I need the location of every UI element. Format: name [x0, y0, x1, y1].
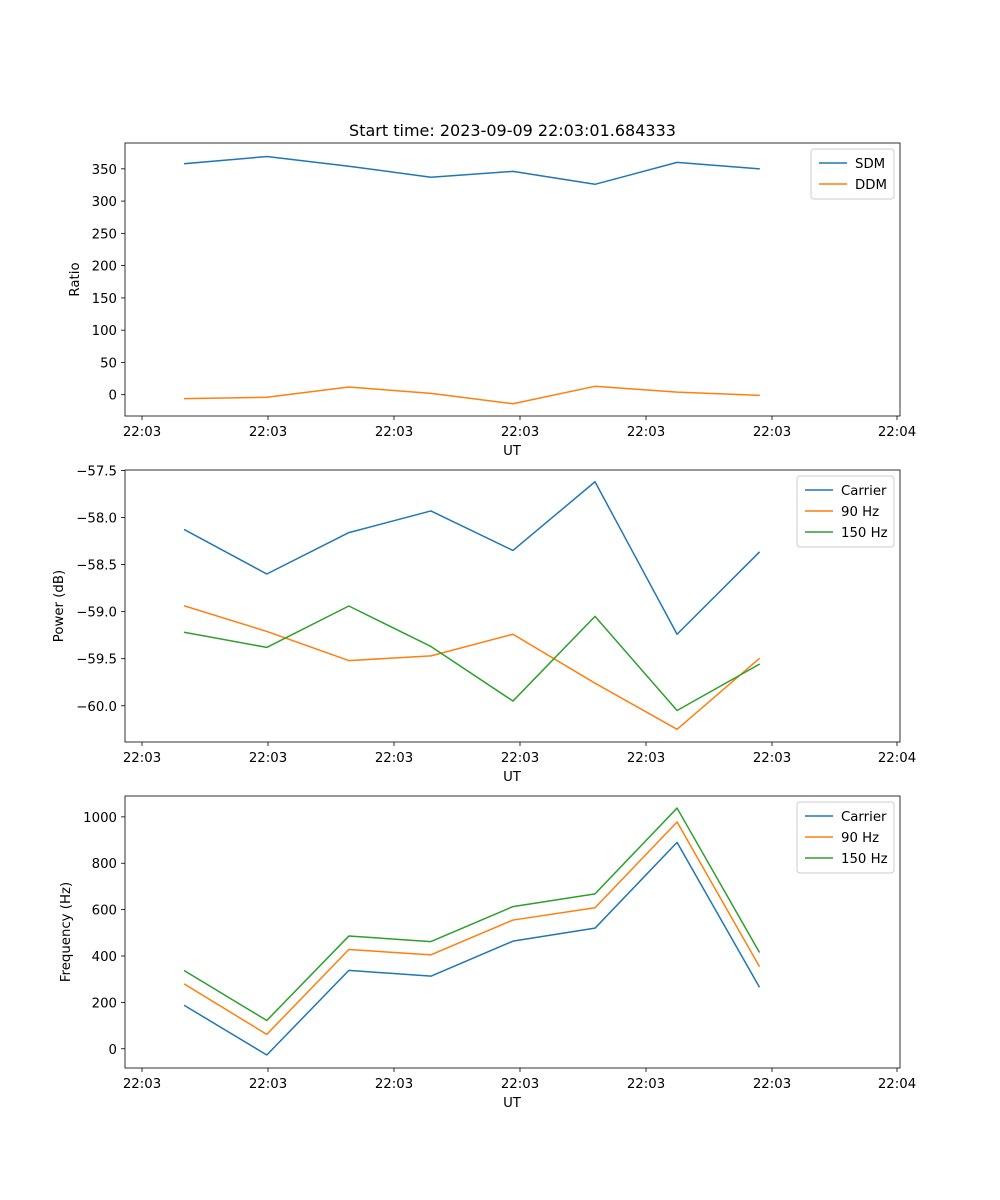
legend-label: Carrier — [841, 810, 887, 825]
series-line-sdm — [183, 155, 760, 186]
series-line-carrier — [183, 481, 761, 635]
x-tick-label: 22:03 — [123, 425, 161, 440]
y-tick-label: 0 — [109, 389, 117, 404]
axes-frame — [124, 469, 901, 743]
legend-label: 90 Hz — [841, 505, 879, 520]
y-tick-label: 800 — [92, 857, 117, 872]
x-axis-label: UT — [503, 444, 522, 459]
series-line-90-hz — [183, 821, 761, 1036]
y-axis-label: Ratio — [68, 262, 83, 296]
y-tick-label: −57.5 — [76, 464, 117, 479]
legend: Carrier 90 Hz 150 Hz — [796, 475, 895, 548]
y-tick-label: 1000 — [83, 811, 117, 826]
series-line-150-hz — [183, 605, 761, 712]
y-tick-label: 300 — [92, 195, 117, 210]
x-tick-label: 22:03 — [375, 751, 413, 766]
chart-panel-1: 22:03 22:03 22:03 22:03 22:03 22:03 22:04 0 50 10… — [68, 121, 916, 459]
y-tick-label: 200 — [92, 996, 117, 1011]
legend-label: Carrier — [841, 484, 887, 499]
x-tick-label: 22:03 — [753, 1077, 791, 1092]
legend: SDM DDM — [810, 148, 895, 200]
chart-panel-3: 22:03 22:03 22:03 22:03 22:03 22:03 22:04 0 200 4… — [59, 795, 916, 1111]
y-tick-label: 0 — [109, 1043, 117, 1058]
series-line-150-hz — [183, 807, 761, 1022]
x-tick-label: 22:04 — [878, 751, 916, 766]
y-axis-label: Frequency (Hz) — [59, 882, 74, 982]
legend-box — [810, 148, 895, 200]
x-axis-label: UT — [503, 770, 522, 785]
y-tick-label: −59.5 — [76, 653, 117, 668]
y-tick-label: 400 — [92, 950, 117, 965]
y-tick-label: −59.0 — [76, 606, 117, 621]
x-tick-label: 22:03 — [627, 425, 665, 440]
legend-box — [796, 475, 895, 548]
x-tick-label: 22:03 — [501, 1077, 539, 1092]
chart-panel-2: 22:03 22:03 22:03 22:03 22:03 22:03 22:04 −60.0… — [52, 464, 916, 785]
y-tick-label: 150 — [92, 292, 117, 307]
y-tick-label: 200 — [92, 260, 117, 275]
x-tick-label: 22:04 — [878, 425, 916, 440]
x-tick-label: 22:03 — [249, 1077, 287, 1092]
legend-box — [796, 801, 895, 874]
x-tick-label: 22:03 — [753, 425, 791, 440]
legend-label: 90 Hz — [841, 831, 879, 846]
x-tick-label: 22:03 — [375, 1077, 413, 1092]
x-tick-label: 22:03 — [627, 1077, 665, 1092]
legend-label: 150 Hz — [841, 852, 888, 867]
y-axis-label: Power (dB) — [52, 570, 67, 642]
y-tick-label: −60.0 — [76, 700, 117, 715]
legend-label: SDM — [855, 157, 885, 172]
chart-title: Start time: 2023-09-09 22:03:01.684333 — [349, 121, 676, 140]
x-tick-label: 22:03 — [501, 425, 539, 440]
legend-label: DDM — [855, 178, 887, 193]
y-tick-label: −58.0 — [76, 512, 117, 527]
x-tick-label: 22:03 — [123, 1077, 161, 1092]
legend-label: 150 Hz — [841, 526, 888, 541]
x-tick-label: 22:03 — [249, 425, 287, 440]
x-axis-label: UT — [503, 1096, 522, 1111]
x-tick-label: 22:03 — [249, 751, 287, 766]
series-line-ddm — [183, 385, 760, 405]
series-line-90-hz — [183, 605, 761, 731]
y-tick-label: 600 — [92, 904, 117, 919]
y-tick-label: 350 — [92, 163, 117, 178]
y-tick-label: −58.5 — [76, 559, 117, 574]
x-tick-label: 22:03 — [375, 425, 413, 440]
legend: Carrier 90 Hz 150 Hz — [796, 801, 895, 874]
x-tick-label: 22:03 — [123, 751, 161, 766]
y-tick-label: 100 — [92, 324, 117, 339]
series-line-carrier — [183, 841, 761, 1056]
y-tick-label: 250 — [92, 227, 117, 242]
axes-frame — [124, 142, 901, 417]
x-tick-label: 22:03 — [753, 751, 791, 766]
x-tick-label: 22:03 — [501, 751, 539, 766]
x-tick-label: 22:03 — [627, 751, 665, 766]
x-tick-label: 22:04 — [878, 1077, 916, 1092]
y-tick-label: 50 — [100, 356, 117, 371]
axes-frame — [124, 795, 901, 1069]
